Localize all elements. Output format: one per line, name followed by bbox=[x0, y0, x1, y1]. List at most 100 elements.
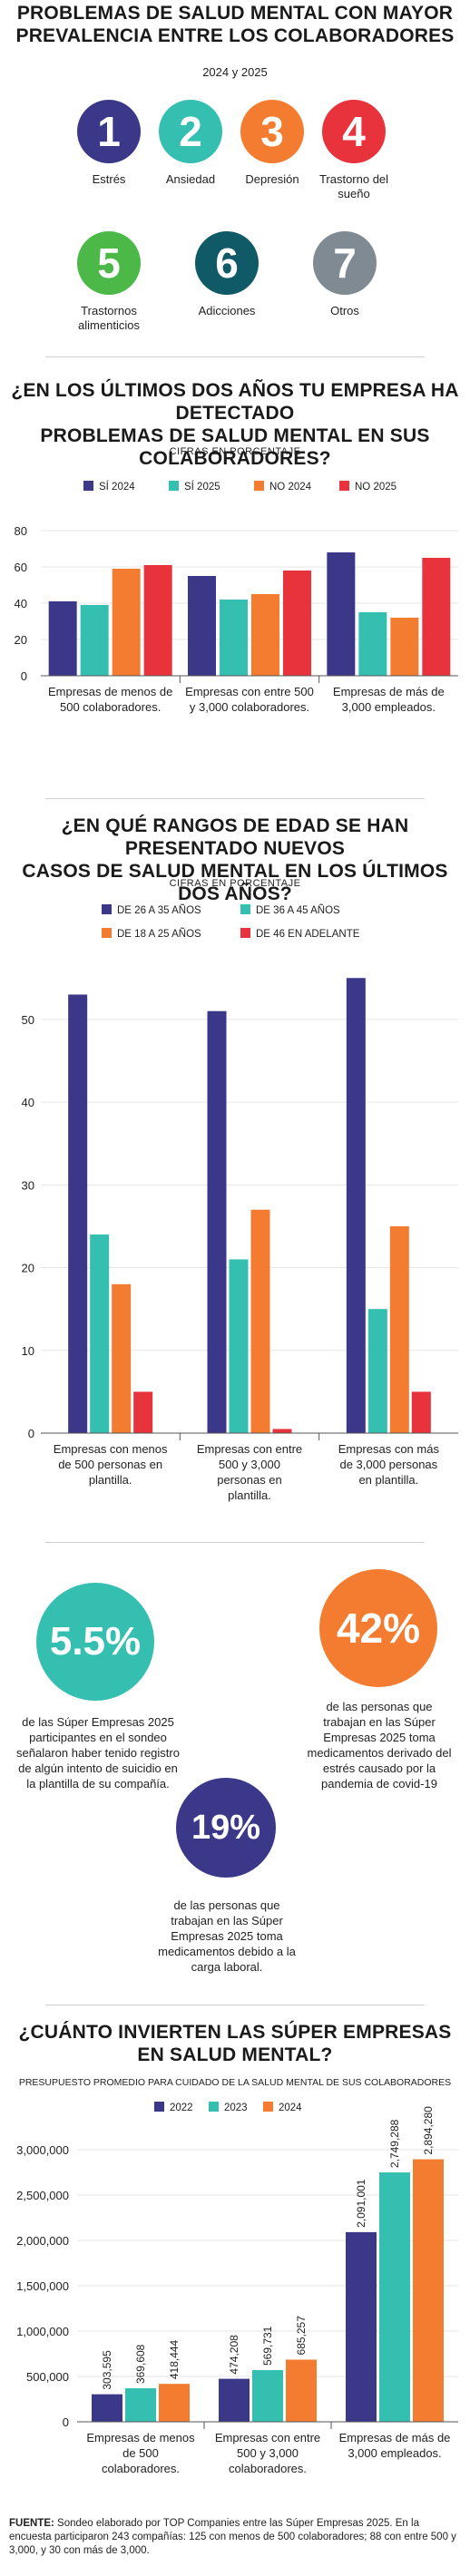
legend-swatch bbox=[154, 2102, 164, 2112]
prevalence-number-2: 2 bbox=[159, 100, 222, 163]
bar bbox=[327, 552, 356, 676]
category-label-0: de 500 bbox=[122, 2446, 159, 2460]
section5-title-line1: ¿Cuánto invierten las Súper Empresas bbox=[18, 2022, 452, 2043]
bar bbox=[207, 1010, 227, 1433]
bar bbox=[92, 2394, 122, 2422]
section3-title: ¿En qué rangos de edad se han presentado… bbox=[0, 815, 470, 905]
category-label-0: Empresas de menos bbox=[86, 2431, 195, 2444]
y-tick-label: 1,500,000 bbox=[16, 2279, 69, 2293]
prevalence-label-1: Estrés bbox=[92, 172, 126, 186]
bar bbox=[188, 576, 216, 676]
legend-label: DE 18 A 25 AÑOS bbox=[117, 928, 201, 940]
bar bbox=[90, 1234, 110, 1433]
bar bbox=[286, 2359, 317, 2422]
legend-swatch bbox=[240, 904, 250, 914]
bar bbox=[411, 1391, 431, 1433]
stat3-text: de las personas que trabajan en las Súpe… bbox=[158, 1898, 296, 1974]
legend-label: 2024 bbox=[279, 2103, 302, 2113]
category-label-1: y 3,000 colaboradores. bbox=[190, 700, 309, 714]
category-label-2: 3,000 empleados. bbox=[348, 2446, 441, 2460]
data-label: 2,091,001 bbox=[355, 2179, 367, 2228]
category-label-2: Empresas de más de bbox=[333, 685, 445, 698]
legend-label: DE 36 A 45 AÑOS bbox=[256, 904, 340, 916]
stat2-circle: 42% bbox=[319, 1569, 437, 1687]
bar bbox=[283, 571, 311, 676]
bar bbox=[422, 558, 451, 676]
y-tick-label: 60 bbox=[15, 561, 27, 574]
chart-investment: 2022 2023 2024 0 500,000 1,000,000 1,500,000 2,… bbox=[16, 2102, 458, 2475]
data-label: 474,208 bbox=[228, 2335, 240, 2375]
section3-title-line1: ¿En qué rangos de edad se han presentado… bbox=[61, 815, 409, 859]
chart-detection: SÍ 2024 SÍ 2025 NO 2024 NO 2025 0 20 40 60 80 Emp… bbox=[15, 481, 458, 714]
prevalence-label-5: Trastornos alimenticios bbox=[78, 304, 140, 332]
prevalence-label-3: Depresión bbox=[245, 172, 299, 186]
legend-label: SÍ 2024 bbox=[99, 481, 135, 493]
bar bbox=[358, 612, 387, 676]
section1-title-line2: prevalencia entre los colaboradores bbox=[15, 25, 455, 46]
category-label-1: colaboradores. bbox=[229, 2462, 307, 2475]
data-label: 2,749,288 bbox=[388, 2119, 401, 2168]
bar bbox=[346, 2231, 377, 2422]
category-label-0: Empresas de menos de bbox=[48, 685, 172, 698]
bar bbox=[112, 569, 141, 676]
stat2-text: de las personas que trabajan en las Súpe… bbox=[307, 1700, 452, 1791]
y-tick-label: 500,000 bbox=[26, 2370, 69, 2384]
bar bbox=[250, 1209, 270, 1433]
y-tick-label: 20 bbox=[15, 633, 27, 647]
prevalence-number-7: 7 bbox=[313, 231, 377, 295]
category-label-2: en plantilla. bbox=[358, 1473, 418, 1487]
category-label-1: Empresas con entre bbox=[197, 1442, 302, 1456]
legend-label: DE 26 A 35 AÑOS bbox=[117, 904, 201, 916]
legend-label: 2022 bbox=[170, 2103, 193, 2113]
y-tick-label: 50 bbox=[22, 1013, 34, 1027]
legend-swatch bbox=[240, 928, 250, 938]
y-tick-label: 1,000,000 bbox=[16, 2325, 69, 2338]
y-tick-label: 30 bbox=[22, 1178, 34, 1192]
category-label-1: plantilla. bbox=[228, 1488, 271, 1502]
y-tick-label: 3,000,000 bbox=[16, 2143, 69, 2157]
category-label-1: personas en bbox=[217, 1473, 282, 1487]
data-label: 685,257 bbox=[295, 2316, 308, 2356]
y-tick-label: 40 bbox=[22, 1096, 34, 1109]
bar bbox=[80, 605, 109, 676]
bar bbox=[272, 1429, 292, 1433]
bar bbox=[413, 2159, 444, 2422]
footer-label: FUENTE: bbox=[9, 2518, 54, 2529]
category-label-2: Empresas con más bbox=[338, 1442, 440, 1456]
y-tick-label: 40 bbox=[15, 597, 27, 610]
chart-age-ranges: DE 26 A 35 AÑOS DE 36 A 45 AÑOS DE 18 A 25… bbox=[22, 904, 458, 1502]
legend-label: NO 2024 bbox=[269, 482, 312, 493]
bar bbox=[390, 618, 419, 676]
y-tick-label: 80 bbox=[15, 524, 27, 538]
legend-label: SÍ 2025 bbox=[184, 481, 220, 493]
legend-label: DE 46 EN ADELANTE bbox=[256, 929, 360, 940]
category-label-0: de 500 personas en bbox=[58, 1458, 162, 1471]
legend-label: 2023 bbox=[224, 2103, 248, 2113]
bar bbox=[367, 1309, 387, 1433]
legend-swatch bbox=[254, 481, 264, 491]
prevalence-label-7: Otros bbox=[330, 304, 359, 317]
bar bbox=[229, 1259, 249, 1433]
y-tick-label: 10 bbox=[22, 1344, 34, 1358]
section1-title-line1: Problemas de salud mental con mayor bbox=[16, 3, 454, 24]
category-label-0: 500 colaboradores. bbox=[60, 700, 161, 714]
data-label: 418,444 bbox=[168, 2339, 181, 2379]
divider bbox=[45, 1542, 425, 1543]
stat1-circle: 5.5% bbox=[36, 1583, 154, 1701]
y-tick-label: 0 bbox=[28, 1427, 34, 1440]
section1-subtitle: 2024 y 2025 bbox=[202, 65, 268, 79]
bar bbox=[159, 2384, 190, 2422]
bar bbox=[112, 1283, 132, 1433]
prevalence-number-6: 6 bbox=[195, 231, 259, 295]
y-tick-label: 2,500,000 bbox=[16, 2189, 69, 2202]
stat3-circle: 19% bbox=[176, 1778, 276, 1878]
bar bbox=[252, 2370, 283, 2422]
bar bbox=[389, 1225, 409, 1433]
section2-title: ¿En los últimos dos años tu empresa ha d… bbox=[0, 379, 470, 470]
category-label-2: Empresas de más de bbox=[339, 2431, 451, 2444]
category-label-2: de 3,000 personas bbox=[339, 1458, 437, 1471]
bar bbox=[133, 1391, 153, 1433]
legend-swatch bbox=[102, 928, 112, 938]
section2-subtitle: CIFRAS EN PORCENTAJE bbox=[169, 446, 301, 457]
y-tick-label: 20 bbox=[22, 1262, 34, 1275]
